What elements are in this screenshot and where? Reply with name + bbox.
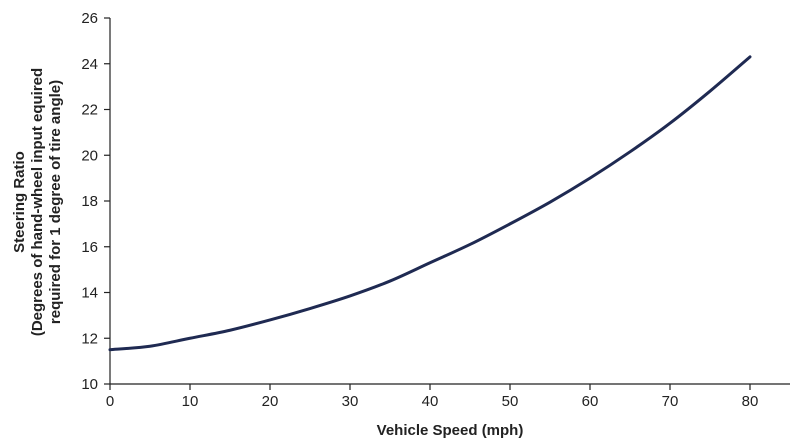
x-tick-label: 70 <box>662 393 679 410</box>
series-group <box>108 55 752 352</box>
x-tick-label: 10 <box>182 393 199 410</box>
x-tick-label: 50 <box>502 393 519 410</box>
y-axis-title-line-2-text: (Degrees of hand-wheel input equired <box>29 68 46 336</box>
y-tick-label: 22 <box>81 102 98 119</box>
x-tick-label: 20 <box>262 393 279 410</box>
y-tick-label: 10 <box>81 376 98 393</box>
y-tick-label: 24 <box>81 56 98 73</box>
x-tick-label: 80 <box>742 393 759 410</box>
x-tick-label: 0 <box>106 393 114 410</box>
y-tick-label: 12 <box>81 330 98 347</box>
y-axis-title-line-1: Steering Ratio <box>11 151 28 253</box>
x-tick-label: 30 <box>342 393 359 410</box>
y-tick-label: 14 <box>81 285 98 302</box>
y-tick-label: 16 <box>81 239 98 256</box>
y-axis-title-line-2: (Degrees of hand-wheel input equired <box>29 68 46 336</box>
series-line <box>108 55 752 352</box>
x-axis-title: Vehicle Speed (mph) <box>377 422 524 439</box>
y-axis-title: Steering Ratio <box>11 151 28 253</box>
y-axis-title-line-3: required for 1 degree of tire angle) <box>47 80 64 324</box>
y-ticks: 10 12 14 16 18 20 22 24 26 <box>81 10 110 393</box>
y-axis-title-line-3-text: required for 1 degree of tire angle) <box>47 80 64 324</box>
x-tick-label: 40 <box>422 393 439 410</box>
axes <box>109 18 790 385</box>
y-tick-label: 18 <box>81 193 98 210</box>
x-tick-label: 60 <box>582 393 599 410</box>
y-tick-label: 26 <box>81 10 98 27</box>
x-ticks: 0 10 20 30 40 50 60 70 80 <box>106 384 759 410</box>
y-tick-label: 20 <box>81 147 98 164</box>
